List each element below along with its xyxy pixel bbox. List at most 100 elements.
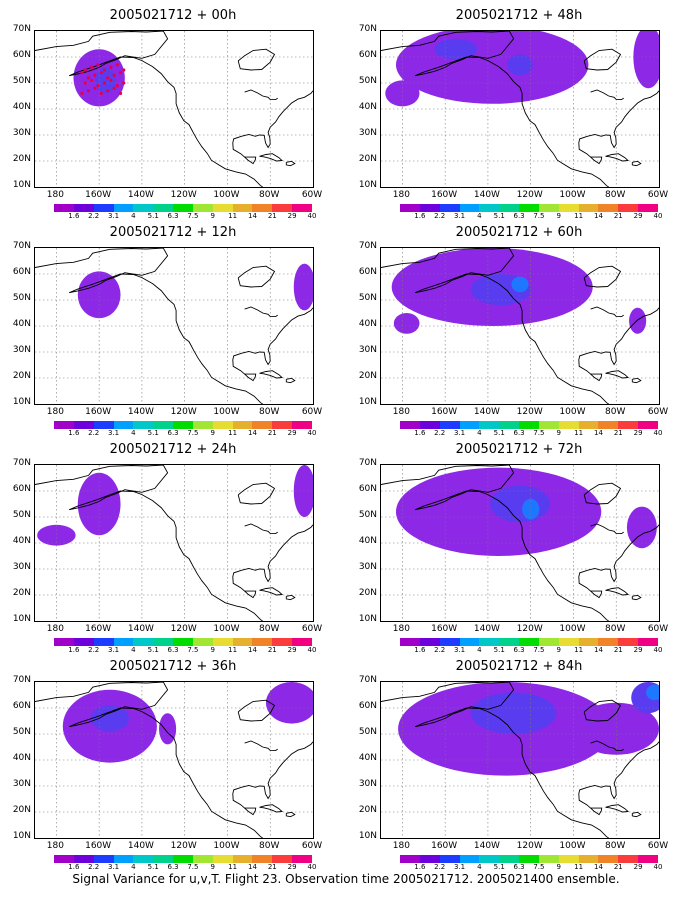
variance-region [385,80,420,107]
colorbar-label: 11 [574,646,584,654]
colorbar-segment [133,421,154,429]
colorbar-label: 40 [307,429,317,437]
lon-tick-label: 60W [301,841,323,851]
colorbar-label: 2.2 [88,429,100,437]
colorbar-segment [618,638,639,646]
observation-dot [112,86,116,90]
colorbar-label: 6.3 [513,212,525,220]
lon-tick-label: 140W [473,841,500,851]
colorbar-segment [93,421,114,429]
colorbar-label: 2.2 [88,212,100,220]
lon-tick-label: 140W [473,407,500,417]
map-area [380,464,660,622]
coastline [35,248,263,404]
lon-tick-label: 180 [392,190,410,200]
observation-dot [96,84,100,88]
colorbar-label: 5.1 [493,212,505,220]
lon-tick-label: 100W [213,624,240,634]
lon-tick-label: 180 [392,841,410,851]
panel-title: 2005021712 + 24h [109,442,237,457]
panel-title: 2005021712 + 84h [455,659,583,674]
colorbar-segment [419,855,440,863]
colorbar-segment [598,421,619,429]
colorbar-segment [93,204,114,212]
colorbar-label: 4 [131,429,136,437]
lon-tick-label: 120W [170,190,197,200]
variance-region [94,67,117,94]
colorbar-label: 29 [633,429,643,437]
colorbar-label: 9 [210,646,215,654]
colorbar-segment [638,421,658,429]
cuba-island [605,153,630,162]
colorbar-segment [292,638,312,646]
lat-tick-label: 30N [12,345,31,355]
observation-dot [83,68,87,72]
lon-tick-label: 80W [259,841,280,851]
colorbar-segment [618,421,639,429]
colorbar-label: 7.5 [533,429,545,437]
observation-dot [99,71,103,75]
hudson-bay [237,265,276,288]
variance-region [511,276,529,293]
lat-tick-label: 30N [12,779,31,789]
lon-tick-label: 120W [516,841,543,851]
colorbar-segment [272,638,293,646]
lat-tick-label: 60N [12,701,31,711]
lat-tick-label: 30N [12,128,31,138]
colorbar-label: 14 [593,646,603,654]
lon-tick-label: 120W [516,624,543,634]
colorbar-label: 2.2 [434,429,446,437]
lat-tick-label: 70N [358,241,377,251]
observation-dot [109,65,113,69]
colorbar-label: 21 [267,863,277,871]
lat-tick-label: 10N [12,397,31,407]
colorbar-segment [73,855,94,863]
lon-tick-label: 60W [647,407,669,417]
variance-region [265,682,313,724]
cuba-island [259,153,284,162]
colorbar-label: 11 [574,429,584,437]
colorbar-segment [252,421,273,429]
observation-dot [115,84,119,88]
map-canvas [381,248,659,404]
colorbar-segment [479,204,500,212]
colorbar [400,638,658,646]
coastline [35,31,263,187]
colorbar-label: 1.6 [68,429,80,437]
coastline-east [578,741,659,816]
lon-tick-label: 160W [431,841,458,851]
variance-region [77,472,121,536]
colorbar-label: 21 [267,646,277,654]
colorbar-label: 1.6 [68,212,80,220]
colorbar-segment [232,855,253,863]
lon-tick-label: 60W [647,190,669,200]
colorbar-segment [113,421,134,429]
lat-tick-label: 20N [358,805,377,815]
great-lakes [590,306,624,318]
hispaniola-island [285,811,296,818]
colorbar-label: 40 [653,646,663,654]
lat-tick-label: 50N [358,76,377,86]
colorbar-label: 1.6 [414,863,426,871]
colorbar-segment [538,421,559,429]
lon-tick-label: 160W [85,624,112,634]
figure-caption: Signal Variance for u,v,T. Flight 23. Ob… [72,872,620,886]
panel-title: 2005021712 + 12h [109,225,237,240]
lat-tick-label: 10N [358,397,377,407]
colorbar-segment [133,638,154,646]
colorbar-segment [192,638,213,646]
colorbar-segment [638,855,658,863]
colorbar-label: 11 [574,863,584,871]
colorbar-segment [212,204,233,212]
colorbar-label: 7.5 [187,646,199,654]
colorbar-label: 29 [287,429,297,437]
colorbar-segment [133,204,154,212]
colorbar-label: 7.5 [533,212,545,220]
lon-tick-label: 80W [259,190,280,200]
lat-tick-label: 30N [358,779,377,789]
coastline-east [232,741,313,816]
colorbar-label: 6.3 [513,429,525,437]
variance-region [77,271,121,319]
colorbar-segment [459,204,480,212]
observation-dot [112,73,116,77]
